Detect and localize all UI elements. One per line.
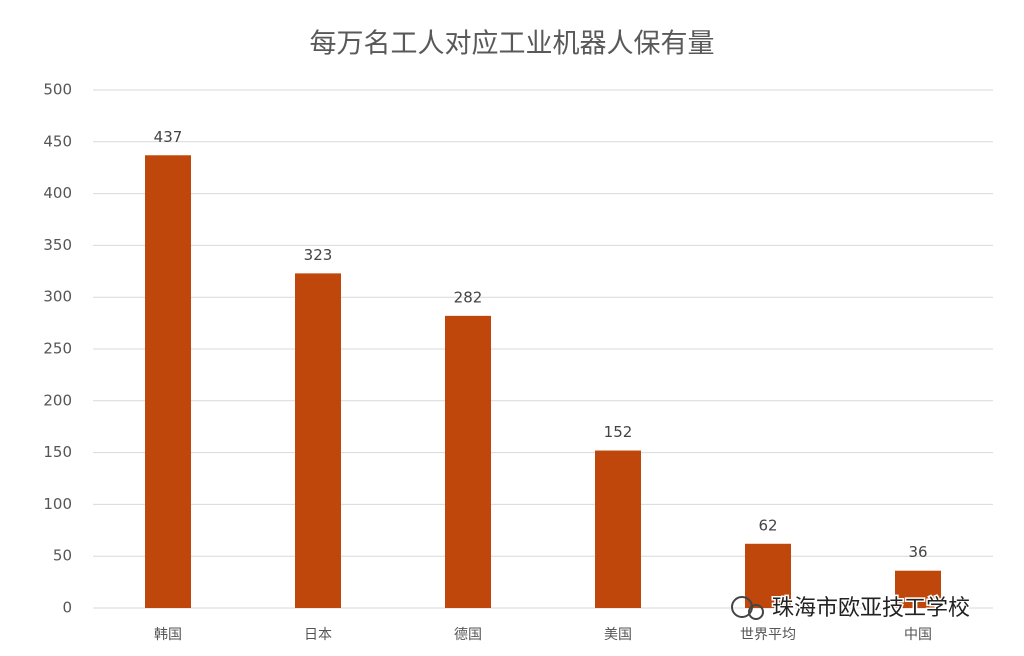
data-label: 282 (454, 288, 483, 306)
data-label: 152 (604, 423, 633, 441)
bar (745, 543, 791, 608)
data-label: 62 (758, 516, 777, 534)
y-tick-label: 50 (53, 547, 72, 565)
x-tick-label: 日本 (304, 627, 332, 643)
x-tick-label: 美国 (604, 627, 632, 643)
y-tick-label: 300 (43, 288, 72, 306)
data-label: 323 (304, 246, 333, 264)
bar (595, 450, 641, 608)
x-tick-label: 德国 (454, 627, 482, 643)
y-tick-label: 450 (43, 132, 72, 150)
y-tick-label: 500 (43, 81, 72, 99)
bar (445, 315, 491, 608)
bar (295, 273, 341, 608)
y-tick-label: 250 (43, 340, 72, 358)
y-tick-label: 100 (43, 495, 72, 513)
bar (145, 155, 191, 608)
y-tick-label: 400 (43, 184, 72, 202)
x-tick-label: 韩国 (154, 627, 182, 643)
y-tick-label: 350 (43, 236, 72, 254)
watermark-text: 珠海市欧亚技工学校 (772, 596, 970, 621)
y-tick-label: 150 (43, 443, 72, 461)
x-tick-label: 世界平均 (740, 627, 796, 643)
watermark-icon (748, 604, 764, 620)
bar (895, 570, 941, 608)
watermark: 珠海市欧亚技工学校 (731, 595, 972, 623)
y-tick-label: 0 (62, 599, 72, 617)
data-label: 437 (154, 128, 183, 146)
y-tick-label: 200 (43, 391, 72, 409)
chart-title: 每万名工人对应工业机器人保有量 (310, 29, 715, 60)
x-tick-label: 中国 (904, 627, 932, 643)
data-label: 36 (908, 543, 927, 561)
